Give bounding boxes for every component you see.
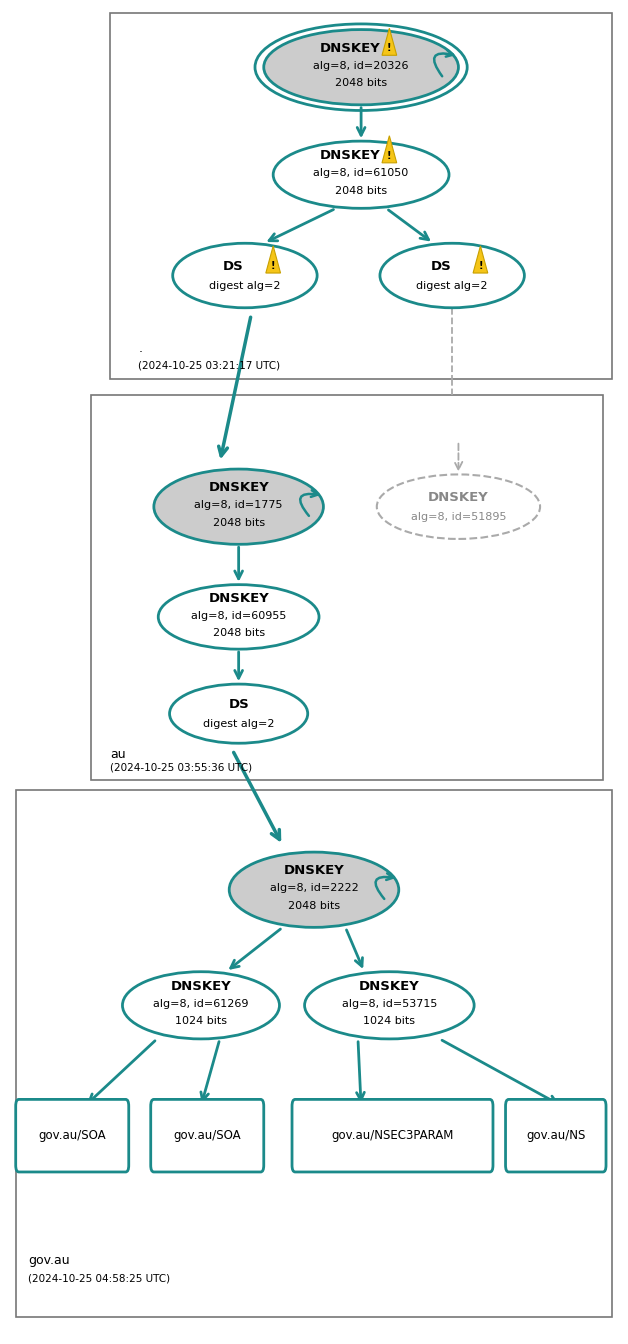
Text: alg=8, id=61050: alg=8, id=61050	[313, 168, 409, 179]
Text: DS: DS	[228, 698, 249, 711]
Bar	[91, 395, 603, 780]
Ellipse shape	[154, 469, 323, 544]
Text: DNSKEY: DNSKEY	[284, 864, 344, 878]
Text: DS: DS	[430, 259, 452, 273]
Text: 2048 bits: 2048 bits	[335, 185, 387, 196]
Ellipse shape	[173, 243, 317, 308]
Ellipse shape	[264, 30, 458, 105]
FancyBboxPatch shape	[151, 1099, 264, 1172]
Text: alg=8, id=61269: alg=8, id=61269	[153, 999, 249, 1009]
Text: !: !	[271, 261, 276, 271]
Bar	[110, 13, 612, 379]
Polygon shape	[266, 246, 281, 273]
Text: DNSKEY: DNSKEY	[171, 980, 231, 993]
Text: alg=8, id=51895: alg=8, id=51895	[411, 512, 506, 523]
Text: 1024 bits: 1024 bits	[175, 1016, 227, 1027]
Ellipse shape	[273, 141, 449, 208]
Text: digest alg=2: digest alg=2	[209, 281, 281, 292]
Text: (2024-10-25 03:21:17 UTC): (2024-10-25 03:21:17 UTC)	[138, 362, 280, 371]
Polygon shape	[382, 28, 397, 55]
Text: gov.au/NS: gov.au/NS	[526, 1129, 585, 1142]
Ellipse shape	[305, 972, 474, 1039]
Text: DS: DS	[223, 259, 244, 273]
Text: DNSKEY: DNSKEY	[359, 980, 420, 993]
Ellipse shape	[377, 474, 540, 539]
Ellipse shape	[158, 585, 319, 649]
Text: 2048 bits: 2048 bits	[212, 517, 265, 528]
Text: DNSKEY: DNSKEY	[208, 591, 269, 605]
Polygon shape	[382, 136, 397, 163]
Text: gov.au/SOA: gov.au/SOA	[38, 1129, 106, 1142]
Ellipse shape	[122, 972, 279, 1039]
Bar	[16, 790, 612, 1317]
Text: gov.au/SOA: gov.au/SOA	[173, 1129, 241, 1142]
Text: .: .	[138, 341, 142, 355]
Text: alg=8, id=1775: alg=8, id=1775	[195, 500, 283, 511]
Text: DNSKEY: DNSKEY	[208, 481, 269, 495]
Text: 1024 bits: 1024 bits	[364, 1016, 415, 1027]
Ellipse shape	[229, 852, 399, 927]
Text: digest alg=2: digest alg=2	[203, 719, 274, 730]
Text: (2024-10-25 03:55:36 UTC): (2024-10-25 03:55:36 UTC)	[110, 763, 252, 773]
Text: 2048 bits: 2048 bits	[288, 900, 340, 911]
Text: gov.au: gov.au	[28, 1254, 70, 1267]
Text: alg=8, id=20326: alg=8, id=20326	[313, 60, 409, 71]
Text: (2024-10-25 04:58:25 UTC): (2024-10-25 04:58:25 UTC)	[28, 1274, 170, 1284]
Text: DNSKEY: DNSKEY	[320, 149, 380, 163]
Text: digest alg=2: digest alg=2	[416, 281, 488, 292]
Text: !: !	[387, 151, 392, 161]
Text: gov.au/NSEC3PARAM: gov.au/NSEC3PARAM	[332, 1129, 453, 1142]
Text: alg=8, id=53715: alg=8, id=53715	[342, 999, 437, 1009]
Text: 2048 bits: 2048 bits	[212, 628, 265, 638]
Ellipse shape	[380, 243, 524, 308]
FancyBboxPatch shape	[506, 1099, 606, 1172]
Text: 2048 bits: 2048 bits	[335, 78, 387, 89]
Text: DNSKEY: DNSKEY	[428, 491, 489, 504]
FancyBboxPatch shape	[292, 1099, 493, 1172]
Text: alg=8, id=60955: alg=8, id=60955	[191, 610, 286, 621]
FancyBboxPatch shape	[16, 1099, 129, 1172]
Text: au: au	[110, 747, 126, 761]
Text: !: !	[387, 43, 392, 54]
Ellipse shape	[170, 684, 308, 743]
Text: DNSKEY: DNSKEY	[320, 42, 380, 55]
Text: !: !	[478, 261, 483, 271]
Text: alg=8, id=2222: alg=8, id=2222	[269, 883, 359, 894]
Polygon shape	[473, 246, 488, 273]
